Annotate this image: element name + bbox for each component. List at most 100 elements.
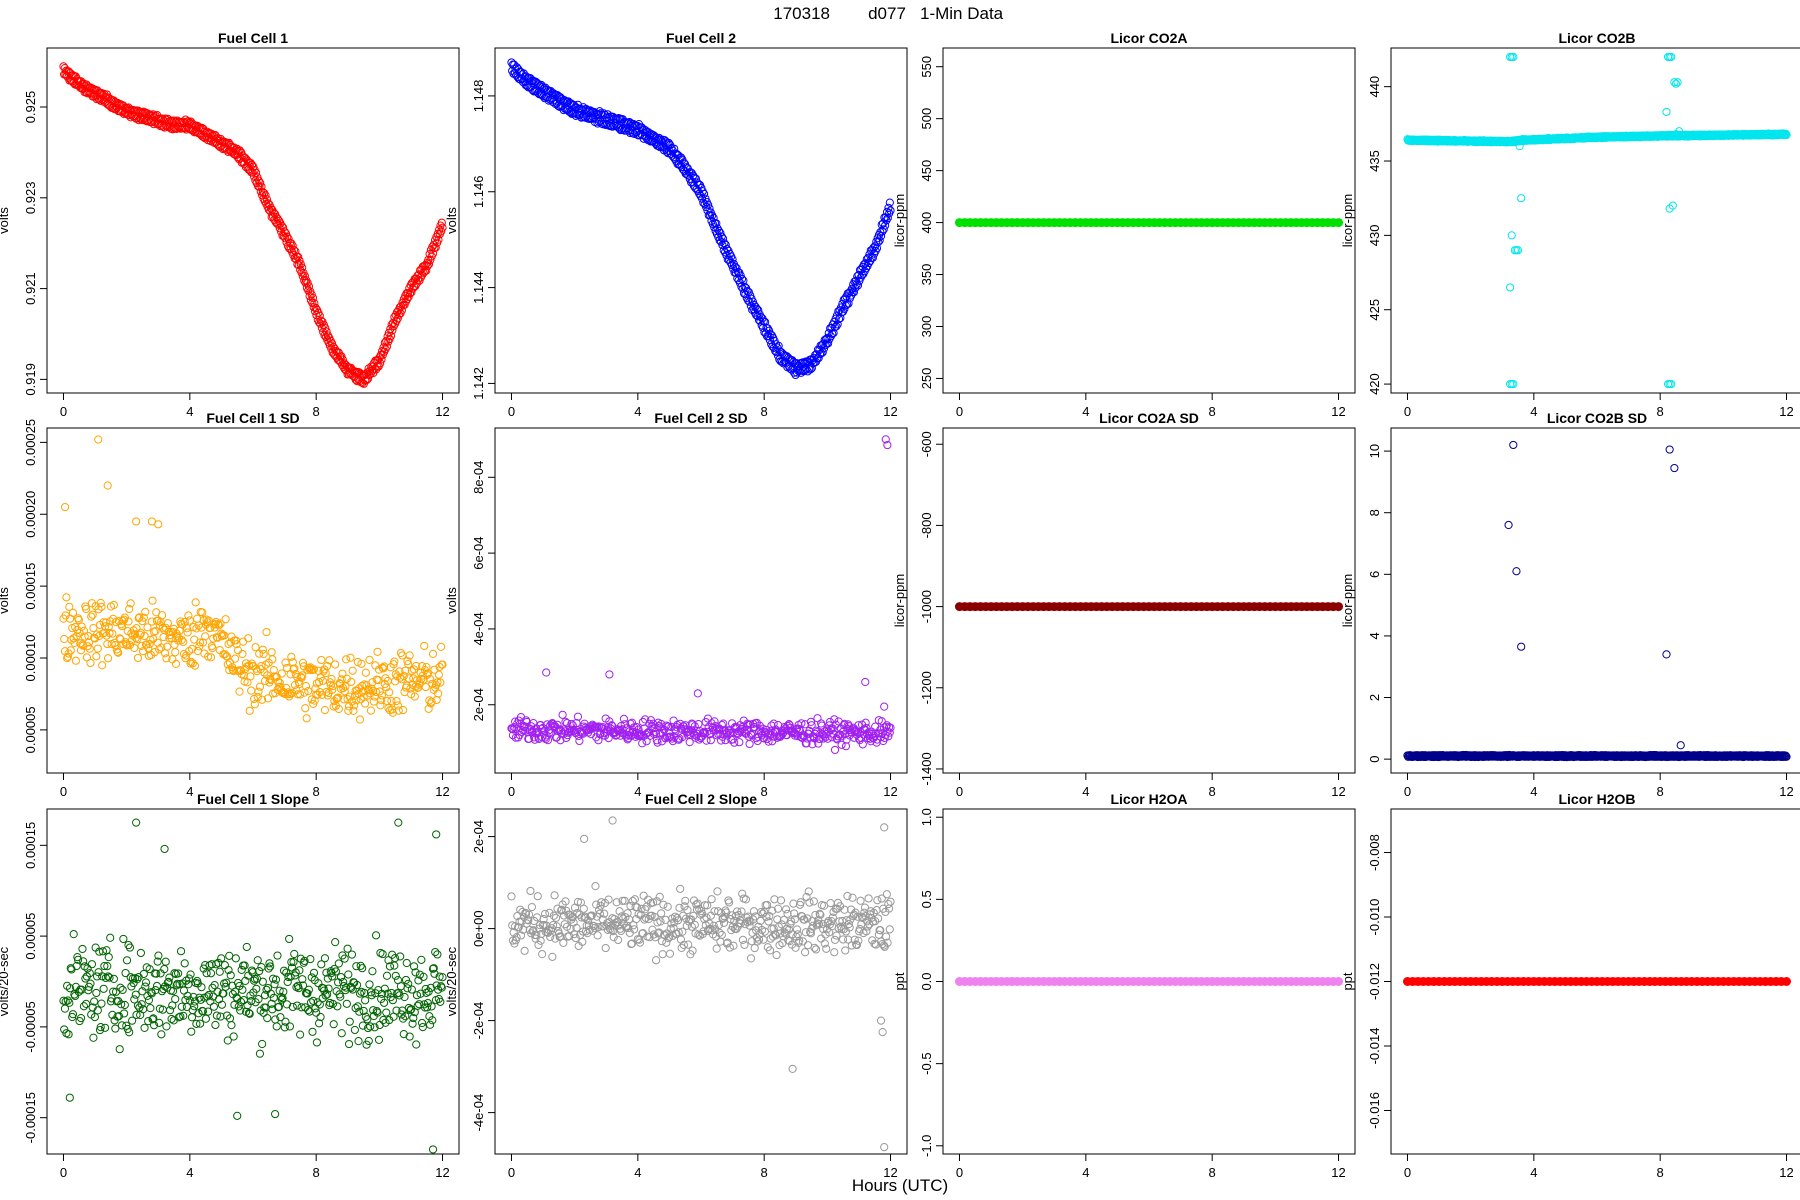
data-point [201,632,210,641]
x-tick-label: 12 [883,784,897,799]
data-point [92,972,102,981]
outlier-point [132,818,141,827]
y-tick-label: 0.00010 [23,635,38,682]
data-point [231,954,240,963]
data-point [313,998,322,1007]
data-point [280,1023,289,1032]
data-point [301,682,311,691]
data-point [294,984,303,993]
data-point [717,232,726,241]
data-point [154,951,163,960]
data-point [864,894,873,903]
data-point [169,624,178,633]
x-tick-label: 0 [1404,1165,1411,1180]
data-point [426,674,435,684]
data-point [842,735,851,744]
data-point [507,58,516,67]
data-point [212,960,221,969]
data-point [109,974,118,984]
data-point [65,602,74,611]
data-point [254,995,263,1004]
data-point [805,898,814,907]
outlier-point [132,517,141,526]
data-point [105,973,114,982]
data-point [295,256,304,265]
data-point [730,738,739,747]
data-point [401,666,410,675]
data-point [666,732,675,741]
data-point [114,1012,124,1021]
data-point [133,975,142,984]
data-point [115,1045,124,1054]
y-tick-label: 4 [1367,632,1382,639]
data-point [277,995,286,1004]
y-tick-label: 250 [919,368,934,390]
x-tick-label: 0 [508,784,515,799]
data-point [84,638,94,647]
data-point [120,1009,129,1018]
data-point [418,1023,427,1032]
x-tick-label: 4 [1530,784,1537,799]
data-point-run [1406,977,1788,986]
data-point [268,655,277,664]
data-point [422,663,431,672]
x-tick-label: 12 [435,1165,449,1180]
data-point [153,957,162,966]
y-tick-label: 1.146 [471,175,486,208]
data-point [236,154,245,163]
data-point [384,704,393,713]
data-point [282,968,291,977]
data-point [162,1022,171,1031]
y-axis-label: volts [444,587,459,614]
y-tick-label: 1.144 [471,271,486,304]
y-tick-label: -0.010 [1367,899,1382,936]
y-tick-label: 400 [919,212,934,234]
y-tick-label: 300 [919,316,934,338]
data-point [185,616,194,625]
data-point [118,985,127,995]
data-point [363,685,373,694]
x-tick-label: 0 [1404,784,1411,799]
data-point [688,720,697,729]
data-point [246,672,255,681]
y-tick-label: 0.00020 [23,491,38,538]
data-point [79,957,88,966]
data-point [873,896,882,905]
data-point [527,902,537,912]
panel-title: Licor CO2B [1558,30,1635,46]
data-point [434,670,443,679]
data-point [714,725,723,734]
data-point [386,331,396,341]
data-point [764,332,773,341]
data-point [179,1011,188,1020]
data-point [417,662,427,671]
data-point [345,692,354,701]
data-points [59,435,447,724]
y-tick-label: -0.012 [1367,963,1382,1000]
data-point [621,126,631,135]
x-tick-label: 4 [1082,784,1089,799]
data-point [520,946,529,955]
data-point [170,969,179,978]
data-point [558,710,567,719]
data-point [192,1019,201,1028]
data-point [882,216,891,225]
y-axis-label: volts [444,207,459,234]
y-tick-label: 500 [919,108,934,130]
data-point [864,258,873,268]
data-point [412,661,421,671]
y-tick-label: -1.0 [919,1135,934,1157]
data-point [663,902,672,911]
data-point [378,663,387,672]
data-point [534,940,543,950]
y-tick-label: 420 [1367,373,1382,395]
data-point [548,952,557,961]
data-point [104,953,113,962]
data-point [604,734,613,743]
data-point [171,648,180,657]
data-point [536,721,545,730]
data-point [1781,751,1790,760]
x-tick-label: 12 [1779,404,1793,419]
data-point [642,737,651,746]
data-point [391,971,400,980]
